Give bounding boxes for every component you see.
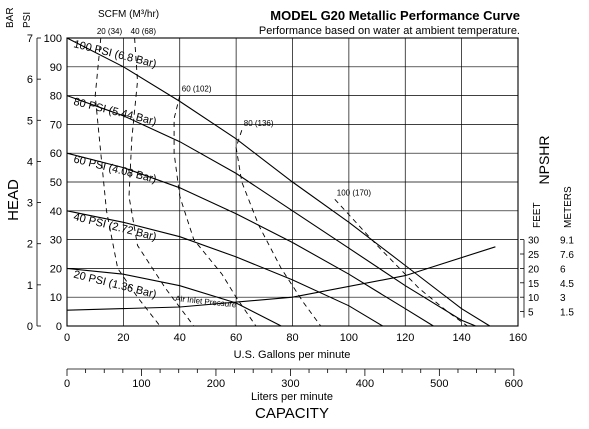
x-tick-label-gpm: 120 (396, 332, 414, 344)
pressure-curve-line (66, 152, 434, 327)
npshr-meters-tick: 4.5 (560, 279, 574, 290)
npshr-meters-tick: 7.6 (560, 250, 574, 261)
x-tick-label-lpm: 500 (430, 378, 448, 390)
axes: 0 20 40 60 80 100 120 140 1600102030405060708090… (27, 33, 574, 390)
x-tick-label-gpm: 40 (174, 332, 186, 344)
pressure-curve-label: 60 PSI (4.08 Bar) (72, 153, 157, 185)
x-tick-label-gpm: 60 (230, 332, 242, 344)
pressure-curve-line (66, 210, 383, 327)
npshr-label: NPSHR (536, 135, 552, 184)
x-tick-label-gpm: 100 (340, 332, 358, 344)
air-consumption-label: 20 (34) (97, 27, 123, 36)
air-consumption-label: 60 (102) (182, 85, 212, 94)
y-tick-label-bar: 7 (27, 33, 33, 45)
npshr-feet-tick: 15 (528, 279, 540, 290)
x-lpm-label: Liters per minute (251, 391, 333, 403)
meters-label: METERS (563, 186, 574, 228)
y-tick-label-psi: 20 (50, 263, 62, 275)
y-tick-label-psi: 50 (50, 177, 62, 189)
air-consumption-curve (94, 37, 161, 327)
x-tick-label-gpm: 160 (509, 332, 527, 344)
y-tick-label-bar: 6 (27, 74, 33, 86)
y-tick-label-psi: 40 (50, 206, 62, 218)
y-tick-label-psi: 0 (56, 321, 62, 333)
air-consumption-curve (235, 130, 322, 327)
y-tick-label-bar: 0 (27, 321, 33, 333)
x-tick-label-lpm: 400 (356, 378, 374, 390)
npshr-feet-tick: 20 (528, 264, 540, 275)
x-tick-label-gpm: 20 (117, 332, 129, 344)
y-tick-label-psi: 100 (44, 33, 62, 45)
y-tick-label-bar: 4 (27, 156, 33, 168)
npshr-feet-tick: 10 (528, 293, 540, 304)
npshr-curve-group (66, 246, 496, 311)
y-tick-label-psi: 60 (50, 148, 62, 160)
npshr-meters-tick: 9.1 (560, 236, 574, 247)
scfm-label: SCFM (M³/hr) (98, 9, 159, 20)
feet-label: FEET (532, 202, 543, 228)
x-tick-label-lpm: 200 (207, 378, 225, 390)
y-tick-label-bar: 2 (27, 239, 33, 251)
pressure-curve-line (66, 95, 476, 327)
pressure-curve-line (66, 37, 491, 327)
y-tick-label-psi: 70 (50, 119, 62, 131)
x-group-label: CAPACITY (255, 405, 329, 422)
chart-subtitle: Performance based on water at ambient te… (259, 25, 520, 37)
psi-unit-label: PSI (22, 12, 33, 28)
x-tick-label-gpm: 140 (452, 332, 470, 344)
pressure-curve-line (66, 267, 282, 327)
x-tick-label-gpm: 0 (64, 332, 70, 344)
x-tick-label-lpm: 0 (64, 378, 70, 390)
y-tick-label-psi: 90 (50, 62, 62, 74)
air-consumption-curve (173, 95, 257, 327)
air-consumption-label: 100 (170) (337, 188, 372, 197)
x-tick-label-lpm: 100 (132, 378, 150, 390)
y-tick-label-bar: 3 (27, 198, 33, 210)
npshr-meters-tick: 1.5 (560, 308, 574, 319)
y-tick-label-psi: 80 (50, 91, 62, 103)
x-gpm-label: U.S. Gallons per minute (234, 349, 351, 361)
npshr-feet-tick: 25 (528, 250, 540, 261)
x-tick-label-lpm: 300 (281, 378, 299, 390)
pressure-curve-label: 40 PSI (2.72 Bar) (72, 211, 157, 243)
chart-text: MODEL G20 Metallic Performance Curve Per… (5, 7, 574, 422)
npshr-meters-tick: 6 (560, 264, 566, 275)
pressure-curve-label: 100 PSI (6.8 Bar) (72, 38, 157, 70)
npshr-feet-tick: 5 (528, 308, 534, 319)
chart-title: MODEL G20 Metallic Performance Curve (270, 8, 520, 23)
npshr-feet-tick: 30 (528, 236, 540, 247)
y-tick-label-bar: 5 (27, 115, 33, 127)
y-tick-label-psi: 10 (50, 292, 62, 304)
air-consumption-label: 40 (68) (131, 27, 157, 36)
y-tick-label-bar: 1 (27, 280, 33, 292)
x-tick-label-lpm: 600 (505, 378, 523, 390)
bar-unit-label: BAR (5, 7, 16, 28)
npshr-curve (66, 246, 496, 311)
y-tick-label-psi: 30 (50, 235, 62, 247)
x-tick-label-gpm: 80 (286, 332, 298, 344)
npshr-meters-tick: 3 (560, 293, 566, 304)
air-consumption-label: 80 (136) (244, 119, 274, 128)
pressure-curve-label: 80 PSI (5.44 Bar) (72, 96, 157, 128)
head-axis-title: HEAD (5, 179, 22, 221)
